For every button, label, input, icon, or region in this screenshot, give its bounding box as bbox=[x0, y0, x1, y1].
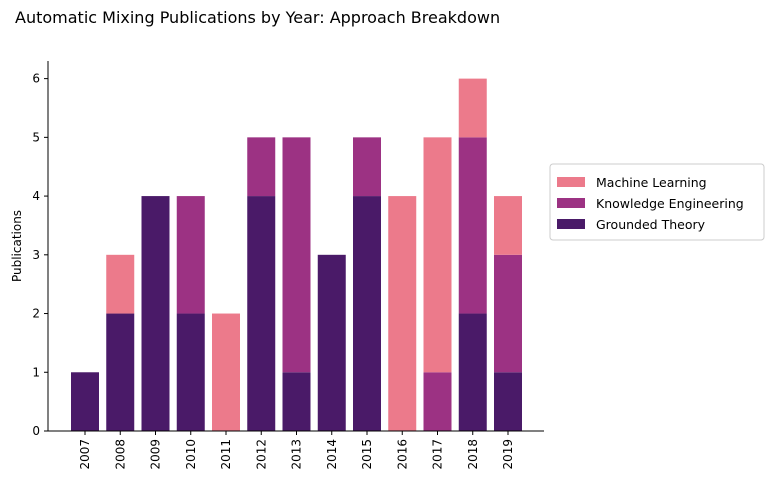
y-tick-label-5: 5 bbox=[32, 130, 40, 144]
x-tick-label-2014: 2014 bbox=[325, 439, 339, 470]
bar-grounded-theory-2014 bbox=[317, 254, 346, 431]
bar-grounded-theory-2010 bbox=[176, 313, 205, 431]
x-tick-label-2009: 2009 bbox=[149, 439, 163, 470]
y-tick-label-4: 4 bbox=[32, 189, 40, 203]
bar-knowledge-engineering-2015 bbox=[353, 137, 381, 197]
bar-knowledge-engineering-2013 bbox=[282, 137, 311, 373]
bar-grounded-theory-2008 bbox=[106, 313, 135, 431]
x-tick-label-2017: 2017 bbox=[431, 439, 445, 470]
bar-grounded-theory-2019 bbox=[494, 372, 522, 431]
chart-title: Automatic Mixing Publications by Year: A… bbox=[15, 8, 501, 27]
x-tick-label-2015: 2015 bbox=[360, 439, 374, 470]
legend-label-grounded-theory: Grounded Theory bbox=[596, 217, 706, 232]
bar-grounded-theory-2018 bbox=[458, 313, 487, 431]
y-axis-label: Publications bbox=[10, 210, 24, 282]
bar-machine-learning-2008 bbox=[106, 254, 135, 314]
bar-knowledge-engineering-2019 bbox=[494, 254, 522, 373]
x-tick-label-2016: 2016 bbox=[395, 439, 409, 470]
legend-label-knowledge-engineering: Knowledge Engineering bbox=[596, 196, 744, 211]
y-tick-label-3: 3 bbox=[32, 248, 40, 262]
bar-grounded-theory-2007 bbox=[71, 372, 99, 431]
bar-machine-learning-2018 bbox=[458, 78, 487, 138]
y-tick-label-0: 0 bbox=[32, 424, 40, 438]
legend-swatch-knowledge-engineering bbox=[557, 198, 585, 208]
bar-knowledge-engineering-2012 bbox=[247, 137, 276, 197]
bar-knowledge-engineering-2018 bbox=[458, 137, 487, 314]
x-tick-label-2010: 2010 bbox=[184, 439, 198, 470]
x-tick-label-2008: 2008 bbox=[113, 439, 127, 470]
bar-grounded-theory-2013 bbox=[282, 372, 311, 431]
y-tick-label-2: 2 bbox=[32, 307, 40, 321]
x-tick-label-2012: 2012 bbox=[254, 439, 268, 470]
legend-swatch-machine-learning bbox=[557, 177, 585, 187]
x-tick-label-2011: 2011 bbox=[219, 439, 233, 470]
bar-grounded-theory-2012 bbox=[247, 196, 276, 431]
legend-swatch-grounded-theory bbox=[557, 219, 585, 229]
bar-knowledge-engineering-2010 bbox=[176, 196, 205, 314]
y-tick-label-6: 6 bbox=[32, 72, 40, 86]
bar-grounded-theory-2009 bbox=[141, 196, 170, 431]
bar-machine-learning-2019 bbox=[494, 196, 522, 255]
y-tick-label-1: 1 bbox=[32, 365, 40, 379]
x-tick-label-2019: 2019 bbox=[501, 439, 515, 470]
legend-label-machine-learning: Machine Learning bbox=[596, 175, 707, 190]
legend-box bbox=[549, 163, 765, 241]
bar-machine-learning-2016 bbox=[388, 196, 417, 431]
bar-grounded-theory-2015 bbox=[353, 196, 381, 431]
x-tick-label-2007: 2007 bbox=[78, 439, 92, 470]
x-tick-label-2013: 2013 bbox=[290, 439, 304, 470]
bar-machine-learning-2011 bbox=[212, 313, 240, 431]
bar-knowledge-engineering-2017 bbox=[423, 372, 452, 431]
x-tick-label-2018: 2018 bbox=[466, 439, 480, 470]
bar-machine-learning-2017 bbox=[423, 137, 452, 373]
